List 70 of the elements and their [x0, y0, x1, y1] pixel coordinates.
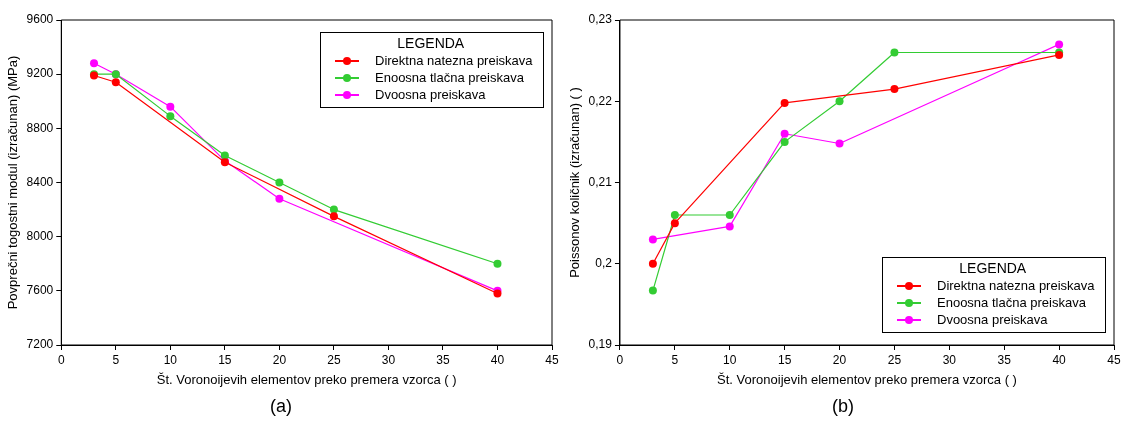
x-tick-label: 40: [1052, 352, 1067, 367]
x-tick-label: 45: [545, 352, 559, 367]
point: [670, 211, 679, 219]
x-tick-label: 45: [1107, 352, 1121, 367]
point: [670, 219, 679, 228]
x-tick-label: 35: [436, 352, 450, 367]
legend-label: Enoosna tlačna preiskava: [937, 295, 1086, 310]
y-tick-label: 7200: [26, 337, 54, 352]
y-tick-label: 8000: [26, 228, 54, 243]
point: [329, 212, 338, 221]
point: [780, 98, 789, 107]
x-tick-label: 15: [218, 352, 232, 367]
x-tick-label: 10: [163, 352, 178, 367]
y-tick-label: 9600: [26, 12, 54, 27]
legend-label: Direktna natezna preiskava: [375, 53, 533, 68]
point: [835, 139, 844, 148]
point: [648, 259, 657, 268]
y-tick-label: 0,2: [595, 256, 613, 271]
point: [90, 59, 99, 68]
point: [1055, 40, 1064, 49]
x-tick-label: 35: [997, 352, 1012, 367]
point: [648, 235, 657, 244]
point: [890, 85, 899, 94]
y-axis-title: Poissonov količnik (izračunan) ( ): [567, 87, 583, 278]
y-tick-label: 8400: [26, 174, 54, 189]
x-tick-label: 0: [57, 352, 65, 367]
point: [166, 102, 175, 111]
x-tick-label: 30: [381, 352, 396, 367]
y-tick-label: 8800: [26, 120, 54, 135]
y-tick-label: 9200: [26, 66, 54, 81]
legend-label: Enoosna tlačna preiskava: [375, 70, 524, 85]
point: [725, 211, 734, 219]
x-tick-label: 25: [887, 352, 902, 367]
legend-label: Direktna natezna preiskava: [937, 278, 1095, 293]
point: [890, 48, 899, 57]
point: [648, 286, 657, 295]
point: [220, 151, 229, 160]
x-tick-label: 10: [723, 352, 737, 367]
point: [725, 222, 734, 231]
point: [493, 259, 502, 268]
point: [780, 137, 789, 146]
y-tick-label: 0,22: [588, 93, 613, 108]
legend-title: LEGENDA: [396, 35, 466, 51]
x-tick-label: 5: [671, 352, 679, 367]
legend-title: LEGENDA: [958, 260, 1028, 276]
x-tick-label: 5: [112, 352, 120, 367]
point: [835, 97, 844, 106]
y-tick-label: 0,19: [588, 337, 613, 352]
text: (a): [269, 396, 293, 417]
y-tick-label: 0,23: [588, 12, 613, 27]
y-tick-label: 7600: [26, 283, 54, 298]
x-tick-label: 0: [616, 352, 624, 367]
point: [111, 78, 120, 87]
x-axis-title: Št. Voronoijevih elementov preko premera vzorca ( ): [156, 371, 457, 387]
x-axis-title: Št. Voronoijevih elementov preko premera vzorca ( ): [717, 371, 1017, 387]
point: [780, 129, 789, 138]
point: [166, 112, 175, 121]
x-tick-label: 20: [272, 352, 287, 367]
x-tick-label: 30: [942, 352, 957, 367]
legend-label: Dvoosna preiskava: [375, 87, 486, 102]
legend-label: Dvoosna preiskava: [937, 312, 1048, 327]
y-tick-label: 0,21: [588, 174, 613, 189]
point: [275, 194, 284, 203]
x-tick-label: 15: [777, 352, 792, 367]
x-tick-label: 40: [490, 352, 505, 367]
point: [275, 178, 284, 187]
text: (b): [831, 396, 855, 417]
x-tick-label: 25: [327, 352, 341, 367]
y-axis-title: Povprečni togostni modul (izračunan) (MPa): [5, 55, 21, 310]
x-tick-label: 20: [832, 352, 847, 367]
